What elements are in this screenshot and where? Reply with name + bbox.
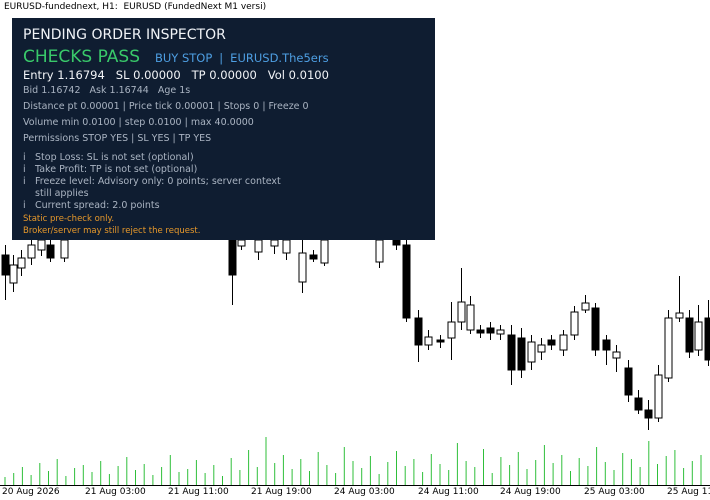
footer: Static pre-check only. Broker/server may … bbox=[23, 213, 200, 237]
candle-body bbox=[424, 336, 433, 346]
order-type: BUY STOP bbox=[154, 51, 213, 65]
note: i Stop Loss: SL is not set (optional) bbox=[23, 152, 283, 164]
time-label: 20 Aug 2026 bbox=[2, 487, 60, 497]
note-icon: i bbox=[23, 164, 26, 175]
candle-body bbox=[17, 257, 26, 269]
status: CHECKS PASS bbox=[23, 47, 140, 67]
candle-body bbox=[228, 239, 237, 276]
candle-body bbox=[612, 351, 621, 359]
candle-body bbox=[675, 312, 684, 319]
time-label: 21 Aug 11:00 bbox=[168, 487, 229, 497]
separator: | bbox=[219, 51, 224, 65]
candle-body bbox=[634, 397, 643, 411]
note-text: Current spread: 2.0 points bbox=[35, 200, 160, 211]
candle-body bbox=[436, 339, 445, 343]
candle-body bbox=[496, 329, 505, 335]
candle-body bbox=[414, 317, 423, 346]
candle-body bbox=[581, 302, 590, 311]
symbol: EURUSD.The5ers bbox=[230, 51, 329, 65]
candle-body bbox=[270, 239, 279, 247]
time-label: 24 Aug 11:00 bbox=[418, 487, 479, 497]
candle-body bbox=[486, 327, 495, 334]
candle-body bbox=[704, 317, 710, 361]
note-text: Freeze level: Advisory only: 0 points; s… bbox=[35, 176, 281, 199]
notes: i Stop Loss: SL is not set (optional) i Tak… bbox=[23, 152, 435, 212]
candle-body bbox=[654, 374, 663, 419]
candle-body bbox=[320, 239, 329, 264]
candle-body bbox=[375, 239, 384, 263]
candle-body bbox=[476, 329, 485, 334]
candle-body bbox=[570, 311, 579, 336]
candle-body bbox=[27, 244, 36, 259]
candle-body bbox=[254, 239, 263, 253]
candle-body bbox=[447, 321, 456, 339]
time-label: 24 Aug 19:00 bbox=[500, 487, 561, 497]
window-title: EURUSD-fundednext, H1: EURUSD (FundedNex… bbox=[4, 2, 267, 12]
candle-body bbox=[624, 367, 633, 396]
note-icon: i bbox=[23, 200, 26, 211]
candle-body bbox=[685, 317, 694, 353]
note-text: Take Profit: TP is not set (optional) bbox=[35, 164, 198, 175]
note: i Freeze level: Advisory only: 0 points; … bbox=[23, 176, 283, 200]
time-label: 24 Aug 03:00 bbox=[334, 487, 395, 497]
note-icon: i bbox=[23, 152, 26, 163]
candle-body bbox=[457, 301, 466, 323]
candle-body bbox=[298, 252, 307, 283]
time-label: 25 Aug 11:00 bbox=[667, 487, 710, 497]
time-label: 21 Aug 03:00 bbox=[85, 487, 146, 497]
time-label: 21 Aug 19:00 bbox=[251, 487, 312, 497]
order-line: Entry 1.16794 SL 0.00000 TP 0.00000 Vol … bbox=[23, 68, 329, 82]
candle-body bbox=[547, 339, 556, 346]
candle-body bbox=[282, 239, 291, 254]
candle-body bbox=[517, 337, 526, 371]
info-line: Permissions STOP YES | SL YES | TP YES bbox=[23, 133, 212, 144]
note-text: Stop Loss: SL is not set (optional) bbox=[35, 152, 194, 163]
info-line: Bid 1.16742 Ask 1.16744 Age 1s bbox=[23, 85, 191, 96]
candle-body bbox=[466, 304, 475, 331]
candle-body bbox=[537, 344, 546, 353]
candle-body bbox=[527, 341, 536, 363]
candle-body bbox=[602, 339, 611, 351]
candle-body bbox=[664, 317, 673, 379]
candle-body bbox=[392, 239, 401, 246]
candle-body bbox=[559, 334, 568, 351]
status-row: CHECKS PASS BUY STOP | EURUSD.The5ers bbox=[23, 47, 435, 67]
candle-body bbox=[644, 409, 653, 419]
inspector-panel: PENDING ORDER INSPECTOR CHECKS PASS BUY … bbox=[12, 18, 435, 240]
candle-body bbox=[694, 321, 703, 351]
panel-title: PENDING ORDER INSPECTOR bbox=[23, 27, 226, 43]
note: i Current spread: 2.0 points bbox=[23, 200, 283, 212]
candle-body bbox=[591, 307, 600, 351]
candle-body bbox=[507, 334, 516, 371]
note-icon: i bbox=[23, 176, 26, 187]
note: i Take Profit: TP is not set (optional) bbox=[23, 164, 283, 176]
candle-body bbox=[60, 239, 69, 259]
candle-body bbox=[37, 239, 46, 251]
candle-body bbox=[1, 254, 10, 276]
candle-body bbox=[402, 244, 411, 319]
candle-body bbox=[46, 244, 55, 259]
info-line: Volume min 0.0100 | step 0.0100 | max 40… bbox=[23, 117, 254, 128]
candle-body bbox=[9, 264, 18, 284]
info-line: Distance pt 0.00001 | Price tick 0.00001… bbox=[23, 101, 309, 112]
info-lines: Bid 1.16742 Ask 1.16744 Age 1s Distance p… bbox=[23, 85, 435, 144]
footer-line: Static pre-check only. bbox=[23, 214, 115, 224]
candle-body bbox=[309, 254, 318, 260]
candle-body bbox=[237, 239, 246, 247]
time-label: 25 Aug 03:00 bbox=[584, 487, 645, 497]
footer-line: Broker/server may still reject the reque… bbox=[23, 226, 201, 236]
